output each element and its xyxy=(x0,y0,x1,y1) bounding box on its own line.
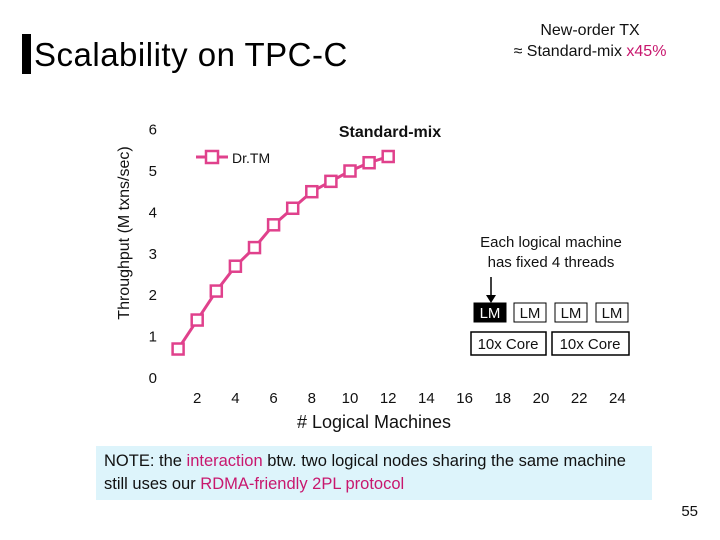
lm-box-2 xyxy=(513,302,547,323)
y-tick-label: 5 xyxy=(149,163,157,180)
annotation: Each logical machine has fixed 4 threads… xyxy=(452,228,642,356)
data-point xyxy=(190,313,204,327)
lm-label-3: LM xyxy=(561,305,582,322)
x-tick-labels: 2 4 6 8 10 12 14 16 18 20 22 24 xyxy=(193,390,626,407)
series-drtm xyxy=(171,149,395,356)
top-note-line2: ≈ Standard-mix x45% xyxy=(478,41,702,62)
x-tick-label: 16 xyxy=(456,390,473,407)
data-point xyxy=(381,149,395,164)
y-tick-labels: 0 1 2 3 4 5 6 xyxy=(149,122,157,387)
x-tick-label: 18 xyxy=(494,390,511,407)
y-tick-label: 6 xyxy=(149,122,157,139)
x-tick-label: 14 xyxy=(418,390,435,407)
legend-label-drtm: Dr.TM xyxy=(232,150,270,166)
title-accent-bar xyxy=(22,34,31,74)
note-highlight-protocol: RDMA-friendly 2PL protocol xyxy=(200,475,405,493)
x-axis-label: # Logical Machines xyxy=(297,412,451,432)
x-tick-label: 8 xyxy=(308,390,316,407)
annotation-line1: Each logical machine xyxy=(480,234,622,251)
y-tick-label: 3 xyxy=(149,246,157,263)
x-tick-label: 20 xyxy=(533,390,550,407)
lm-label-1: LM xyxy=(480,305,501,322)
data-point xyxy=(324,174,338,189)
note-box: NOTE: the interaction btw. two logical n… xyxy=(96,446,652,500)
data-point xyxy=(305,184,319,199)
top-note-line1: New-order TX xyxy=(540,22,640,39)
page-number: 55 xyxy=(681,503,698,520)
slide-title: Scalability on TPC-C xyxy=(34,36,348,73)
x-tick-label: 12 xyxy=(380,390,397,407)
data-point xyxy=(228,259,243,273)
y-tick-label: 4 xyxy=(149,204,157,221)
y-tick-label: 0 xyxy=(149,370,157,387)
lm-box-1 xyxy=(473,302,507,323)
data-point xyxy=(171,342,185,356)
core-box-1 xyxy=(470,331,547,356)
note-text-1: NOTE: the xyxy=(104,452,187,470)
legend-marker xyxy=(204,149,220,165)
annotation-text-box xyxy=(452,228,642,274)
annotation-arrowhead xyxy=(486,295,496,303)
y-axis-label: Throughput (M txns/sec) xyxy=(116,146,133,319)
x-tick-label: 24 xyxy=(609,390,626,407)
data-point xyxy=(362,155,376,170)
lm-box-4 xyxy=(595,302,629,323)
data-point xyxy=(247,240,262,255)
data-point xyxy=(209,284,224,298)
y-tick-label: 2 xyxy=(149,287,157,304)
lm-box-3 xyxy=(554,302,588,323)
x-tick-label: 6 xyxy=(269,390,277,407)
x-tick-label: 22 xyxy=(571,390,588,407)
note-highlight-interaction: interaction xyxy=(186,452,263,470)
data-point xyxy=(285,201,300,216)
annotation-line2: has fixed 4 threads xyxy=(488,254,615,271)
top-note-line2-prefix: ≈ Standard-mix xyxy=(513,43,627,60)
core-label-2: 10x Core xyxy=(560,336,621,353)
x-tick-label: 2 xyxy=(193,390,201,407)
x-tick-label: 10 xyxy=(342,390,359,407)
data-point xyxy=(266,218,281,232)
note-text-2: btw. two logical nodes sharing the same … xyxy=(104,452,626,493)
core-box-2 xyxy=(551,331,630,356)
top-note: New-order TX ≈ Standard-mix x45% xyxy=(478,20,702,62)
top-note-accent: x45% xyxy=(626,43,667,60)
x-tick-label: 4 xyxy=(231,390,239,407)
y-tick-label: 1 xyxy=(149,329,157,346)
core-label-1: 10x Core xyxy=(478,336,539,353)
chart-title: Standard-mix xyxy=(339,124,441,141)
legend: Dr.TM xyxy=(196,149,270,166)
lm-label-4: LM xyxy=(602,305,623,322)
series-line xyxy=(176,155,389,350)
chart-title-box xyxy=(318,118,458,142)
lm-label-2: LM xyxy=(520,305,541,322)
data-point xyxy=(343,164,357,178)
